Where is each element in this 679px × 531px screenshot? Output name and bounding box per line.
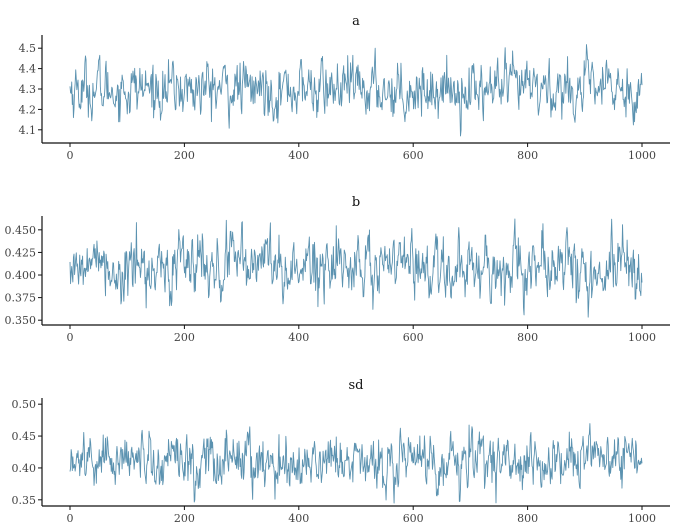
x-tick-label: 800 <box>517 331 538 344</box>
x-tick-label: 1000 <box>628 331 656 344</box>
x-tick-label: 800 <box>517 149 538 162</box>
x-tick-label: 1000 <box>628 149 656 162</box>
panel-title: b <box>352 195 360 210</box>
y-tick-label: 0.50 <box>12 398 37 411</box>
x-tick-label: 600 <box>403 331 424 344</box>
y-tick-label: 4.3 <box>19 83 37 96</box>
trace-line-b <box>69 218 643 318</box>
x-tick-label: 0 <box>67 149 74 162</box>
x-tick-label: 400 <box>288 331 309 344</box>
x-tick-label: 400 <box>288 512 309 525</box>
panel-a: a 4.1 4.2 4.3 4.4 4.5 0 200 400 600 800 1000 <box>19 14 670 162</box>
panel-b: b 0.350 0.375 0.400 0.425 0.450 0 200 400 600 800 1… <box>5 195 670 344</box>
panel-title: a <box>352 14 360 29</box>
y-tick-label: 0.400 <box>5 269 37 282</box>
x-tick-label: 0 <box>67 331 74 344</box>
y-tick-label: 4.2 <box>19 103 37 116</box>
y-tick-label: 0.35 <box>12 494 37 507</box>
trace-line-a <box>69 44 643 137</box>
y-tick-label: 0.450 <box>5 224 37 237</box>
x-tick-label: 200 <box>174 512 195 525</box>
x-tick-label: 400 <box>288 149 309 162</box>
y-tick-label: 4.5 <box>19 42 37 55</box>
y-tick-label: 0.425 <box>5 246 37 259</box>
panel-sd: sd 0.35 0.40 0.45 0.50 0 200 400 600 800 1000 <box>12 378 670 525</box>
x-tick-label: 200 <box>174 149 195 162</box>
panel-title: sd <box>349 378 364 393</box>
x-tick-label: 1000 <box>628 512 656 525</box>
trace-line-sd <box>69 423 643 504</box>
x-tick-label: 0 <box>67 512 74 525</box>
y-tick-label: 4.1 <box>19 124 37 137</box>
y-tick-label: 0.350 <box>5 314 37 327</box>
y-tick-label: 0.45 <box>12 430 37 443</box>
x-tick-label: 600 <box>403 149 424 162</box>
y-tick-label: 4.4 <box>19 63 37 76</box>
x-tick-label: 600 <box>403 512 424 525</box>
x-tick-label: 200 <box>174 331 195 344</box>
x-tick-label: 800 <box>517 512 538 525</box>
y-tick-label: 0.375 <box>5 292 37 305</box>
y-tick-label: 0.40 <box>12 462 37 475</box>
